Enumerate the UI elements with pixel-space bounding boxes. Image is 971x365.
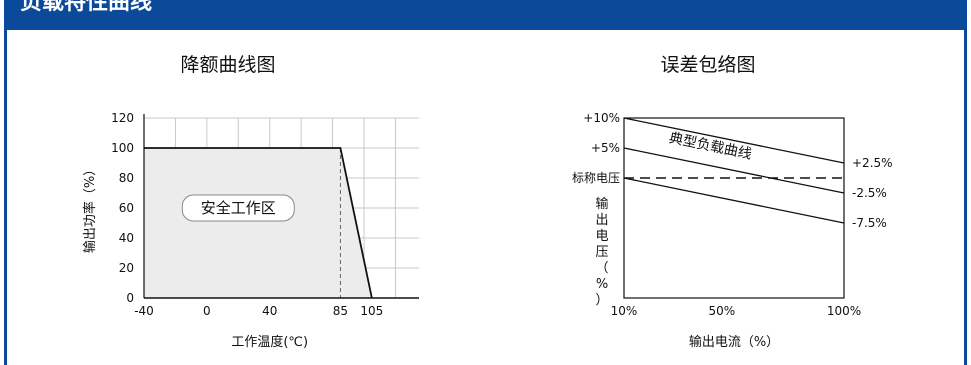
error-envelope-chart: +10% +5% 标称电压 +2.5% -2.5% -7.5% 10% 50% 100% 输出电流…	[572, 111, 893, 350]
right-label: +2.5%	[852, 156, 893, 170]
y-axis-label-char: （	[595, 261, 608, 276]
right-label: -2.5%	[852, 186, 887, 200]
left-label: +5%	[591, 141, 620, 155]
envelope-line-2	[623, 147, 845, 194]
right-label: -7.5%	[852, 216, 887, 230]
y-tick-label: 20	[119, 261, 134, 275]
x-axis-label: 工作温度(℃)	[231, 334, 308, 350]
error-chart-title: 误差包络图	[660, 54, 756, 76]
x-tick-label: 10%	[611, 304, 638, 318]
x-tick-label: 85	[333, 304, 348, 318]
y-tick-label: 0	[126, 291, 134, 305]
panel-border-right	[964, 30, 967, 365]
left-label: 标称电压	[572, 171, 620, 185]
y-axis-label-char: ）	[595, 293, 608, 308]
y-tick-label: 40	[119, 231, 134, 245]
x-axis-label: 输出电流（%）	[689, 334, 779, 350]
safe-area-label: 安全工作区	[201, 199, 276, 217]
y-axis-label: 输出功率（%）	[82, 163, 98, 253]
annotation-box	[181, 194, 295, 222]
panel-border-left	[4, 30, 7, 365]
y-axis-label-char: 电	[595, 229, 608, 244]
section-header: 负载特性曲线	[4, 0, 967, 30]
plot-frame	[623, 117, 845, 299]
safe-area-fill	[144, 148, 372, 298]
x-tick-label: 40	[262, 304, 277, 318]
derating-curve	[144, 147, 373, 299]
y-axis-label-char: 出	[595, 213, 608, 228]
y-tick-label: 100	[111, 141, 134, 155]
derating-chart-title: 降额曲线图	[180, 54, 276, 76]
x-tick-label: 0	[203, 304, 211, 318]
envelope-line-3	[623, 177, 845, 224]
x-tick-label: -40	[134, 304, 154, 318]
x-tick-label: 100%	[827, 304, 861, 318]
panel-frame: 负载特性曲线 降额曲线图 误差包络图 0 20 40 60 80 100 120 -40 0 40…	[4, 0, 967, 365]
y-tick-label: 120	[111, 111, 134, 125]
x-tick-label: 50%	[708, 304, 735, 318]
envelope-line-1	[623, 117, 845, 164]
y-axis-label-char: 压	[595, 245, 608, 260]
y-tick-label: 60	[119, 201, 134, 215]
y-axis-label-char: 输	[595, 196, 608, 212]
section-title: 负载特性曲线	[20, 0, 153, 15]
x-tick-label: 105	[360, 304, 383, 318]
y-tick-label: 80	[119, 171, 134, 185]
y-axis-label-char: %	[596, 277, 608, 292]
left-label: +10%	[583, 111, 620, 125]
